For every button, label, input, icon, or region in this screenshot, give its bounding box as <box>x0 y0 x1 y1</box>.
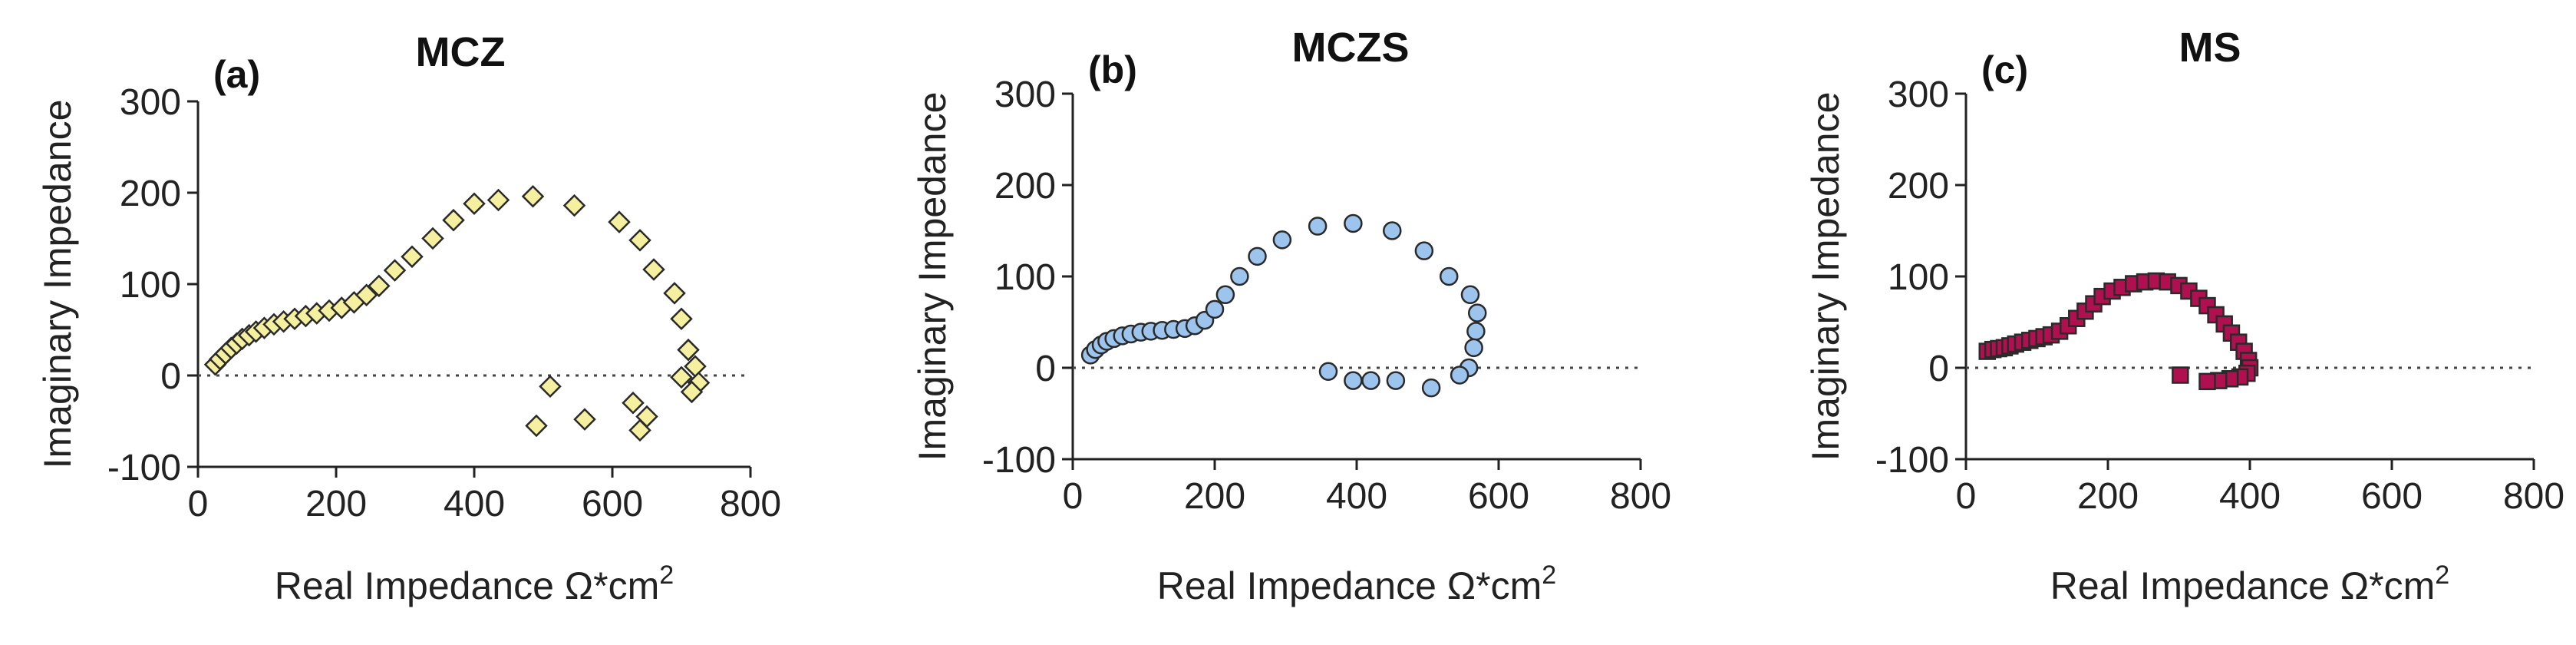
data-point <box>1272 230 1292 250</box>
data-point <box>680 380 704 404</box>
data-point <box>670 366 693 389</box>
y-tick-label: 0 <box>160 356 181 397</box>
data-point <box>1414 241 1434 260</box>
data-point <box>487 188 510 212</box>
y-tick-label: -100 <box>982 440 1056 481</box>
data-point <box>642 258 665 281</box>
chart-title: MCZS <box>1292 25 1410 71</box>
y-tick-label: 100 <box>1888 257 1949 298</box>
y-tick-label: 100 <box>120 265 181 306</box>
data-point <box>1344 213 1363 233</box>
data-point <box>622 391 645 415</box>
data-point <box>1308 217 1328 236</box>
y-tick-label: 200 <box>1888 166 1949 207</box>
x-axis-title: Real Impedance Ω*cm2 <box>2050 561 2449 607</box>
data-point <box>539 375 562 399</box>
x-tick-label: 400 <box>444 484 505 524</box>
y-tick-label: 0 <box>1928 349 1949 389</box>
data-point <box>1440 266 1459 286</box>
data-point <box>1383 221 1402 240</box>
data-point <box>1468 303 1487 322</box>
y-axis-title: Imaginary Impedance <box>911 92 954 461</box>
data-point <box>442 208 465 232</box>
data-point <box>1205 299 1225 319</box>
x-tick-label: 0 <box>1063 476 1084 517</box>
data-point <box>628 418 651 442</box>
panel-label: (c) <box>1981 48 2028 91</box>
data-point <box>677 338 700 362</box>
y-tick-label: 300 <box>994 74 1056 115</box>
x-tick-label: 400 <box>2219 476 2281 517</box>
chart-title: MCZ <box>416 29 506 75</box>
data-point <box>1215 285 1235 305</box>
y-tick-label: -100 <box>1875 440 1949 481</box>
y-tick-label: -100 <box>107 448 181 488</box>
data-point <box>1386 371 1406 390</box>
x-tick-label: 0 <box>1956 476 1977 517</box>
y-tick-label: 200 <box>994 166 1056 207</box>
x-tick-label: 800 <box>1610 476 1671 517</box>
data-point <box>562 194 586 217</box>
data-point <box>421 227 444 250</box>
x-axis-title-superscript: 2 <box>2435 561 2449 590</box>
x-tick-label: 200 <box>2077 476 2139 517</box>
data-point <box>368 274 391 298</box>
x-tick-label: 800 <box>720 484 781 524</box>
x-axis-title-superscript: 2 <box>659 561 674 590</box>
data-point <box>355 283 378 307</box>
data-point <box>1460 285 1480 305</box>
x-tick-label: 800 <box>2503 476 2564 517</box>
data-point <box>608 210 631 233</box>
x-tick-label: 200 <box>305 484 367 524</box>
data-point <box>1421 378 1441 398</box>
data-point <box>383 259 407 282</box>
data-point <box>628 229 651 252</box>
data-point <box>573 408 596 431</box>
data-point <box>1230 266 1249 286</box>
data-point <box>1450 366 1469 385</box>
data-point <box>1466 322 1486 341</box>
x-tick-label: 200 <box>1184 476 1245 517</box>
y-axis-title: Imaginary Impedance <box>36 100 79 469</box>
data-point <box>1344 371 1363 390</box>
data-point <box>463 192 486 216</box>
data-point <box>1361 371 1380 390</box>
data-point <box>670 307 693 330</box>
y-tick-label: 200 <box>120 174 181 214</box>
y-tick-label: 300 <box>1888 74 1949 115</box>
data-point <box>663 282 686 305</box>
y-axis-title: Imaginary Impedance <box>1804 92 1847 461</box>
x-axis-title: Real Impedance Ω*cm2 <box>1157 561 1556 607</box>
data-point <box>2198 372 2216 391</box>
x-axis-title: Real Impedance Ω*cm2 <box>275 561 674 607</box>
panel-label: (b) <box>1088 48 1137 91</box>
x-tick-label: 600 <box>582 484 643 524</box>
chart-title: MS <box>2179 25 2241 71</box>
y-tick-label: 100 <box>994 257 1056 298</box>
x-tick-label: 0 <box>188 484 209 524</box>
x-tick-label: 600 <box>2361 476 2423 517</box>
data-point <box>1464 338 1483 358</box>
data-point <box>2172 366 2189 384</box>
data-point <box>525 414 548 438</box>
data-point <box>1248 246 1267 266</box>
x-tick-label: 400 <box>1326 476 1387 517</box>
x-tick-label: 600 <box>1468 476 1529 517</box>
y-tick-label: 0 <box>1035 349 1056 389</box>
y-tick-label: 300 <box>120 82 181 123</box>
data-point <box>1318 362 1338 382</box>
data-point <box>401 245 424 269</box>
data-point <box>521 184 545 208</box>
x-axis-title-superscript: 2 <box>1542 561 1556 590</box>
panel-label: (a) <box>213 53 260 96</box>
